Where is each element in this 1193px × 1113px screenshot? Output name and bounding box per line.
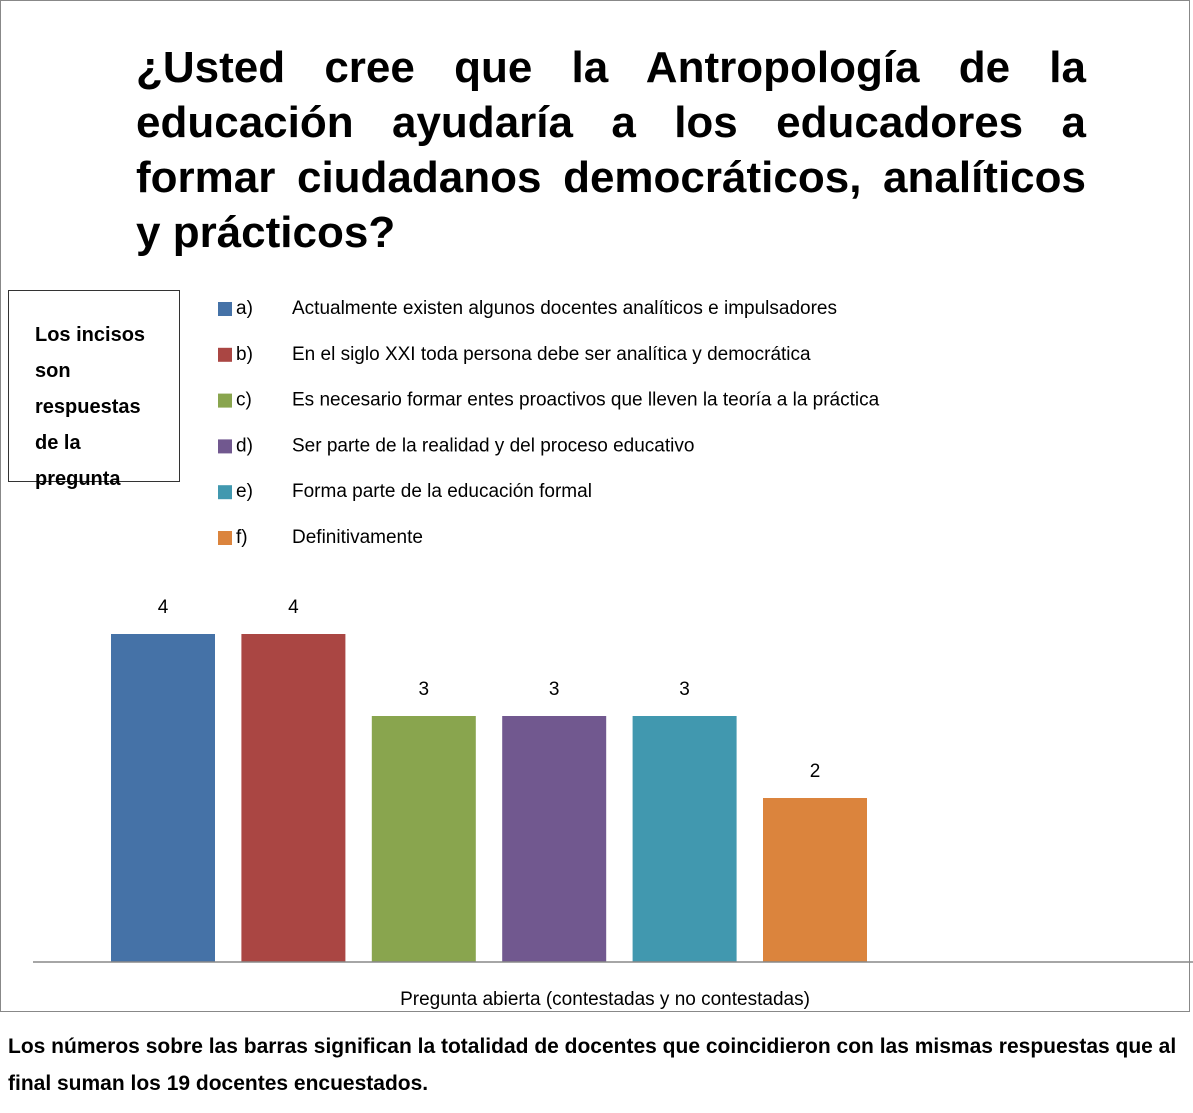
data-label: 3	[419, 679, 430, 700]
legend-swatch	[218, 347, 232, 362]
legend-label: Definitivamente	[292, 527, 423, 548]
legend-letter: d)	[236, 435, 253, 456]
legend-label: Es necesario formar entes proactivos que…	[292, 390, 880, 411]
legend-swatch	[218, 439, 232, 454]
data-label: 3	[679, 679, 690, 700]
legend-label: Forma parte de la educación formal	[292, 481, 592, 502]
bar	[371, 716, 476, 962]
legend-swatch	[218, 302, 232, 316]
chart-title: ¿Usted cree que la Antropología de la ed…	[136, 43, 1086, 257]
legend-letter: c)	[236, 390, 252, 411]
bar	[241, 634, 346, 962]
legend-letter: b)	[236, 344, 253, 365]
data-label: 4	[288, 597, 299, 618]
legend-swatch	[218, 393, 232, 408]
x-axis-label: Pregunta abierta (contestadas y no conte…	[400, 989, 810, 1010]
legend-letter: f)	[236, 527, 248, 548]
note-box: Los incisos son respuestas de la pregunt…	[8, 290, 180, 490]
bar	[111, 634, 215, 962]
bar	[763, 798, 867, 962]
data-label: 3	[549, 679, 560, 700]
data-label: 4	[158, 597, 169, 618]
legend-letter: e)	[236, 481, 253, 502]
legend-swatch	[218, 531, 232, 545]
bar	[502, 716, 607, 962]
legend-label: Actualmente existen algunos docentes ana…	[292, 298, 837, 319]
legend-label: Ser parte de la realidad y del proceso e…	[292, 435, 694, 456]
footer-note: Los números sobre las barras significan …	[8, 1035, 1177, 1095]
data-label: 2	[810, 761, 821, 782]
chart-frame	[0, 0, 1190, 1012]
bar	[632, 716, 737, 962]
legend-swatch	[218, 485, 232, 500]
legend-letter: a)	[236, 298, 253, 319]
legend-label: En el siglo XXI toda persona debe ser an…	[292, 344, 811, 365]
